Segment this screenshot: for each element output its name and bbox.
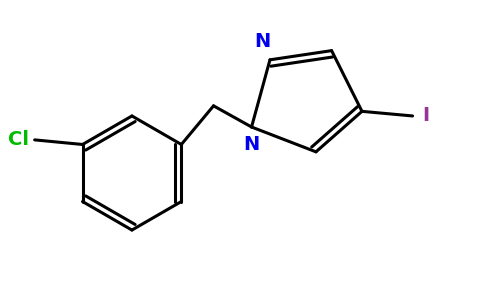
Text: Cl: Cl — [8, 130, 29, 149]
Text: I: I — [422, 106, 429, 125]
Text: N: N — [243, 135, 260, 154]
Text: N: N — [255, 32, 271, 51]
